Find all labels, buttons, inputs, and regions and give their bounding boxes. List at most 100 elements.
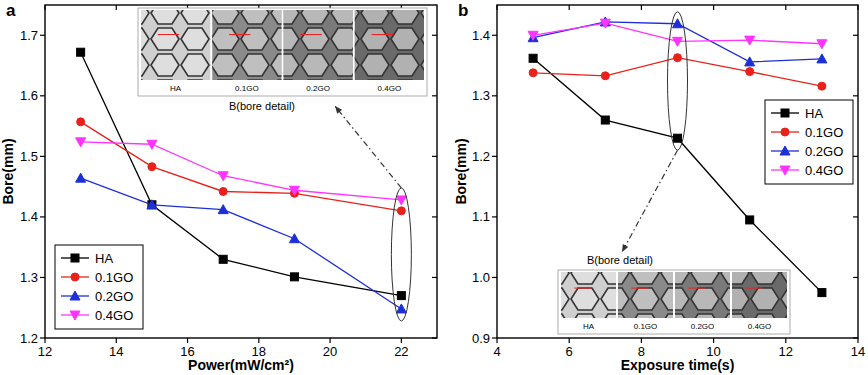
legend: HA0.1GO0.2GO0.4GO <box>55 245 143 329</box>
point <box>148 201 156 209</box>
plot-frame <box>45 5 437 338</box>
point <box>601 116 609 124</box>
series-line <box>81 178 402 309</box>
panel-a: a1214161820221.21.31.41.51.61.7Power(mW/… <box>0 1 437 373</box>
point <box>674 54 682 62</box>
legend-marker <box>71 254 79 262</box>
inset-photo <box>141 10 210 80</box>
x-tick-top <box>713 5 714 10</box>
y-tick-right <box>853 156 858 157</box>
point <box>745 36 755 45</box>
y-tick <box>492 277 497 278</box>
annotation-arrow <box>622 150 678 252</box>
inset-photo-pattern <box>212 10 281 80</box>
x-tick-label: 20 <box>323 344 337 359</box>
series-line <box>81 142 402 200</box>
x-tick <box>401 338 402 343</box>
point <box>147 200 157 209</box>
x-tick <box>116 338 117 343</box>
y-tick-label: 1.1 <box>472 209 490 224</box>
y-tick-label: 1.3 <box>472 88 490 103</box>
y-tick-label: 1.3 <box>20 270 38 285</box>
point <box>77 118 85 126</box>
x-tick <box>713 338 714 343</box>
legend-marker <box>71 273 79 281</box>
x-tick-label: 22 <box>394 344 408 359</box>
y-tick-right <box>853 277 858 278</box>
inset-photo <box>355 10 424 80</box>
legend-label: 0.4GO <box>805 163 843 178</box>
point <box>528 31 538 40</box>
panel-label: b <box>458 1 468 20</box>
inset-title: B(bore detail) <box>587 254 653 266</box>
y-tick-label: 0.9 <box>472 331 490 346</box>
y-tick-label: 1.6 <box>20 88 38 103</box>
y-axis-title: Bore(mm) <box>453 138 469 204</box>
x-tick-top <box>569 5 570 10</box>
point <box>77 48 85 56</box>
measure-line <box>688 288 705 289</box>
point <box>218 205 228 214</box>
y-tick-right <box>432 156 437 157</box>
point <box>818 289 826 297</box>
inset-label: 0.4GO <box>378 84 402 93</box>
y-tick <box>40 95 45 96</box>
legend: HA0.1GO0.2GO0.4GO <box>765 100 853 184</box>
point <box>673 37 683 46</box>
point <box>397 292 405 300</box>
arrow-head <box>622 244 628 252</box>
inset-frame <box>138 8 427 96</box>
x-tick-top <box>116 5 117 10</box>
legend-label: 0.4GO <box>95 308 133 323</box>
point <box>746 216 754 224</box>
x-tick <box>496 338 497 343</box>
arrow-head <box>335 106 342 114</box>
inset-photo <box>618 272 673 318</box>
inset-label: HA <box>583 322 595 331</box>
point <box>219 255 227 263</box>
y-tick <box>40 337 45 338</box>
point <box>147 140 157 149</box>
legend-label: 0.1GO <box>805 125 843 140</box>
inset-photo-pattern <box>355 10 424 80</box>
y-tick <box>492 35 497 36</box>
measure-line <box>300 34 321 35</box>
y-tick-label: 1.2 <box>20 331 38 346</box>
legend-marker <box>781 128 789 136</box>
inset-title: B(bore detail) <box>229 100 295 112</box>
x-tick-label: 4 <box>493 344 500 359</box>
inset: HA0.1GO0.2GO0.4GO <box>138 8 427 96</box>
measure-line <box>229 34 250 35</box>
legend-marker <box>70 311 80 320</box>
measure-line <box>631 288 648 289</box>
point <box>674 134 682 142</box>
inset-photo-pattern <box>284 10 353 80</box>
inset-photo <box>561 272 616 318</box>
point <box>529 69 537 77</box>
point <box>817 54 827 63</box>
legend-label: HA <box>95 251 113 266</box>
inset-photo-pattern <box>732 272 787 318</box>
point <box>76 138 86 147</box>
y-tick <box>40 156 45 157</box>
x-tick <box>857 338 858 343</box>
highlight-ellipse <box>668 12 688 150</box>
y-tick-right <box>432 277 437 278</box>
inset-label: HA <box>170 84 182 93</box>
y-tick <box>492 337 497 338</box>
x-axis-title: Power(mW/cm²) <box>188 357 294 373</box>
point <box>529 54 537 62</box>
y-tick <box>492 95 497 96</box>
y-tick-right <box>432 35 437 36</box>
y-tick-right <box>853 216 858 217</box>
point <box>817 40 827 49</box>
inset-photo <box>212 10 281 80</box>
highlight-ellipse <box>391 188 411 321</box>
x-axis-title: Exposure time(s) <box>621 357 735 373</box>
point <box>673 19 683 28</box>
legend-marker <box>780 166 790 175</box>
x-tick <box>329 338 330 343</box>
x-tick-top <box>641 5 642 10</box>
y-tick-right <box>432 95 437 96</box>
point <box>600 19 610 28</box>
